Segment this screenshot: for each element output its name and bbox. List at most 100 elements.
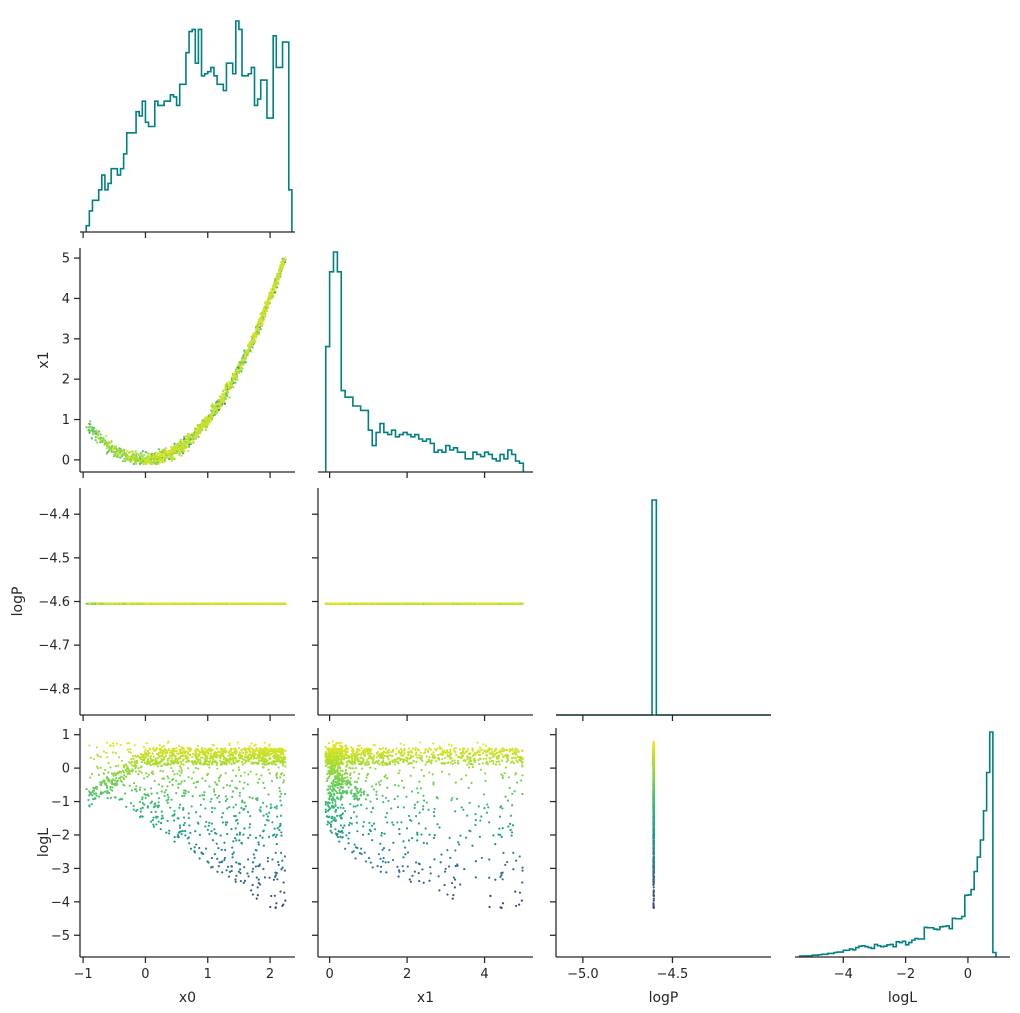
scatter-x0-logL-point xyxy=(227,875,231,878)
scatter-x0-logL-point xyxy=(235,839,238,842)
hist-x0-bar xyxy=(117,175,120,232)
scatter-x0-logL-point xyxy=(268,835,271,838)
hist-x1-x-axis xyxy=(318,471,533,478)
scatter-x0-x1-point xyxy=(212,411,215,414)
scatter-x0-logL-point xyxy=(225,869,228,872)
scatter-x0-logL-point xyxy=(176,834,180,837)
scatter-x0-logL-point xyxy=(272,878,276,881)
scatter-x0-logL-point xyxy=(210,822,214,825)
scatter-x0-x1-point xyxy=(178,454,181,457)
hist-x0-bar xyxy=(258,99,261,232)
hist-x1-bar xyxy=(415,435,419,472)
scatter-x0-logL-point xyxy=(284,899,287,902)
scatter-x0-x1-point xyxy=(201,425,204,428)
scatter-x0-logL-point xyxy=(198,846,201,850)
scatter-x0-x1-point xyxy=(172,447,175,451)
scatter-x0-logL-point xyxy=(152,825,155,828)
scatter-x1-logP-point xyxy=(407,602,410,605)
scatter-x0-logP-point xyxy=(85,602,88,605)
scatter-x0-logL-point xyxy=(252,853,255,856)
scatter-x1-logP-point xyxy=(399,602,402,605)
scatter-x0-logL-point xyxy=(255,876,258,879)
hist-x0-bar xyxy=(217,84,220,232)
scatter-x0-logL-point xyxy=(230,865,233,868)
scatter-x0-logL-point xyxy=(234,878,237,881)
scatter-x1-logP-point xyxy=(466,602,470,605)
scatter-x0-x1-point xyxy=(218,399,221,402)
scatter-x0-logL-point xyxy=(217,846,220,850)
scatter-x0-logL-point xyxy=(199,815,202,818)
scatter-x0-logL-point xyxy=(193,850,196,853)
scatter-x0-logL-point xyxy=(240,841,243,844)
scatter-x0-logL-point xyxy=(215,842,218,845)
scatter-x0-logL-point xyxy=(178,824,182,827)
hist-logL-x-axis: −4 −2 0 xyxy=(795,956,1010,982)
scatter-x0-x1-point xyxy=(172,445,175,448)
scatter-x0-logL-point xyxy=(235,861,238,864)
scatter-x0-logL-point xyxy=(226,865,230,868)
scatter-x0-logL-point xyxy=(233,837,237,840)
scatter-x0-x1-point xyxy=(85,426,88,429)
scatter-x0-x1-point xyxy=(167,449,171,452)
scatter-x0-x1-point xyxy=(250,350,253,353)
scatter-x0-x1-point xyxy=(205,424,208,427)
scatter-x0-x1-point xyxy=(89,429,92,432)
scatter-x0-logL-point xyxy=(280,831,283,834)
scatter-x1-logP-point xyxy=(381,602,385,605)
scatter-x1-logP-point xyxy=(454,602,458,605)
scatter-x0-x1-point xyxy=(207,417,210,420)
scatter-x0-x1-point xyxy=(257,333,260,336)
hist-logL-bar xyxy=(906,945,909,957)
scatter-x0-x1-point xyxy=(247,346,251,349)
scatter-x0-logL-point xyxy=(237,870,240,873)
hist-x1-bar xyxy=(407,435,411,472)
scatter-x0-x1-point xyxy=(213,408,216,411)
hist-x0-bar xyxy=(170,95,173,232)
scatter-x0-logL-point xyxy=(221,821,225,824)
scatter-x0-logL-point xyxy=(239,872,242,875)
hist-x0-bar xyxy=(279,67,282,232)
scatter-x0-x1-point xyxy=(143,453,146,457)
scatter-x0-x1-point xyxy=(250,335,253,339)
scatter-x0-x1-point xyxy=(175,444,178,447)
scatter-x0-x1-point xyxy=(234,381,237,384)
scatter-x0-logP-point xyxy=(284,602,287,605)
scatter-x0-logL-point xyxy=(204,847,208,850)
scatter-x1-logP-point xyxy=(494,602,498,605)
hist-x0-bar xyxy=(105,190,108,232)
scatter-x0-logL-point xyxy=(239,868,242,871)
scatter-x0-logL-point xyxy=(184,834,187,837)
hist-x0-bar xyxy=(96,200,99,232)
scatter-x0-x1-point xyxy=(271,286,275,289)
scatter-x0-x1-point xyxy=(97,432,100,435)
scatter-x0-logL-point xyxy=(243,879,247,882)
scatter-x0-x1-point xyxy=(261,322,264,325)
scatter-x0-logL-point xyxy=(273,833,276,836)
scatter-x0-logL-point xyxy=(256,886,259,889)
hist-x0-bar xyxy=(214,76,217,232)
scatter-x0-logL-point xyxy=(206,860,209,863)
scatter-x0-x1-point xyxy=(268,298,271,301)
hist-x0-bar xyxy=(230,63,233,232)
scatter-x0-x1-point xyxy=(211,402,214,406)
scatter-x0-logL-point xyxy=(157,820,160,823)
hist-x1-bar xyxy=(434,452,438,472)
scatter-x0-logL-point xyxy=(236,822,239,825)
scatter-x0-logL-point xyxy=(254,865,257,868)
scatter-x0-x1-point xyxy=(175,446,178,450)
hist-x1-bar xyxy=(481,457,485,472)
scatter-x0-logP-point xyxy=(88,602,91,605)
scatter-x0-logP-point xyxy=(148,602,151,605)
hist-x1 xyxy=(324,251,525,472)
scatter-x0-x1-point xyxy=(133,454,137,457)
scatter-x0-logL-point xyxy=(242,881,245,884)
hist-x0-bar xyxy=(202,76,205,232)
scatter-x0-x1-point xyxy=(260,324,264,327)
scatter-x0-logL-point xyxy=(187,816,190,820)
hist-x1-bar xyxy=(349,397,353,472)
scatter-x0-logP-x-axis xyxy=(80,714,295,721)
scatter-x0-x1-point xyxy=(156,452,159,455)
scatter-x0-x1-point xyxy=(257,330,260,334)
scatter-x0-logL-point xyxy=(275,843,278,846)
